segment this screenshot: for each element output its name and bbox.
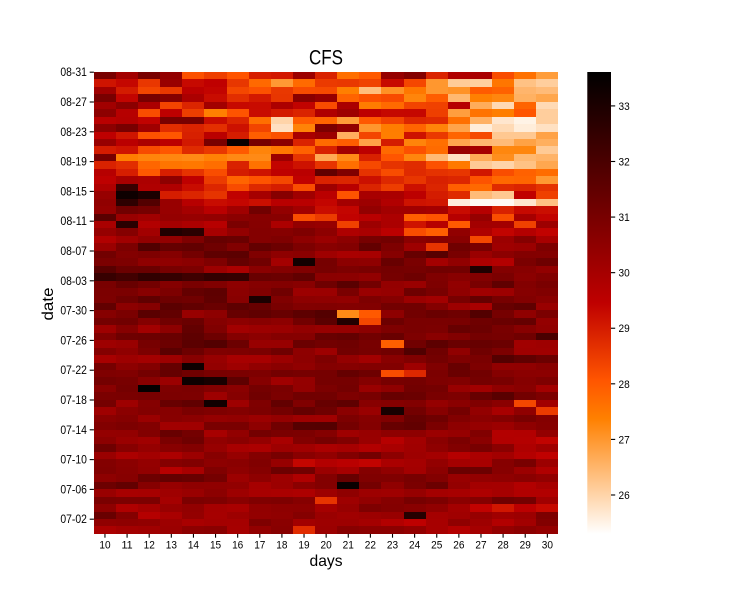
svg-text:08-23: 08-23 bbox=[60, 127, 87, 139]
svg-text:07-02: 07-02 bbox=[60, 514, 87, 526]
svg-text:24: 24 bbox=[409, 540, 420, 552]
svg-text:08-27: 08-27 bbox=[60, 97, 87, 109]
svg-text:08-15: 08-15 bbox=[60, 186, 87, 198]
svg-text:30: 30 bbox=[542, 540, 553, 552]
svg-text:07-26: 07-26 bbox=[60, 335, 87, 347]
svg-text:19: 19 bbox=[298, 540, 309, 552]
svg-text:07-30: 07-30 bbox=[60, 306, 87, 318]
svg-text:08-03: 08-03 bbox=[60, 276, 87, 288]
svg-text:07-18: 07-18 bbox=[60, 395, 87, 407]
svg-text:08-31: 08-31 bbox=[60, 67, 87, 79]
svg-text:11: 11 bbox=[121, 540, 132, 552]
svg-text:27: 27 bbox=[475, 540, 486, 552]
svg-text:21: 21 bbox=[343, 540, 354, 552]
svg-text:15: 15 bbox=[210, 540, 221, 552]
svg-text:date: date bbox=[40, 287, 57, 320]
svg-text:20: 20 bbox=[321, 540, 332, 552]
svg-text:07-22: 07-22 bbox=[60, 365, 87, 377]
svg-text:29: 29 bbox=[520, 540, 531, 552]
svg-text:28: 28 bbox=[619, 379, 630, 391]
svg-text:30: 30 bbox=[619, 268, 630, 280]
svg-text:31: 31 bbox=[619, 212, 630, 224]
svg-text:07-10: 07-10 bbox=[60, 455, 87, 467]
svg-text:29: 29 bbox=[619, 323, 630, 335]
svg-text:23: 23 bbox=[387, 540, 398, 552]
svg-text:25: 25 bbox=[431, 540, 442, 552]
svg-text:13: 13 bbox=[166, 540, 177, 552]
svg-text:18: 18 bbox=[276, 540, 287, 552]
svg-text:14: 14 bbox=[188, 540, 199, 552]
svg-text:07-06: 07-06 bbox=[60, 484, 87, 496]
svg-text:08-07: 08-07 bbox=[60, 246, 87, 258]
svg-text:16: 16 bbox=[232, 540, 243, 552]
svg-text:07-14: 07-14 bbox=[60, 425, 87, 437]
svg-text:26: 26 bbox=[619, 490, 630, 502]
svg-text:22: 22 bbox=[365, 540, 376, 552]
svg-text:32: 32 bbox=[619, 156, 630, 168]
svg-text:17: 17 bbox=[254, 540, 265, 552]
svg-text:days: days bbox=[310, 553, 343, 570]
svg-text:33: 33 bbox=[619, 101, 630, 113]
svg-text:26: 26 bbox=[453, 540, 464, 552]
svg-text:12: 12 bbox=[144, 540, 155, 552]
svg-text:28: 28 bbox=[498, 540, 509, 552]
svg-text:08-11: 08-11 bbox=[60, 216, 87, 228]
svg-text:08-19: 08-19 bbox=[60, 157, 87, 169]
svg-text:27: 27 bbox=[619, 434, 630, 446]
svg-text:10: 10 bbox=[99, 540, 110, 552]
svg-text:CFS: CFS bbox=[309, 46, 343, 70]
